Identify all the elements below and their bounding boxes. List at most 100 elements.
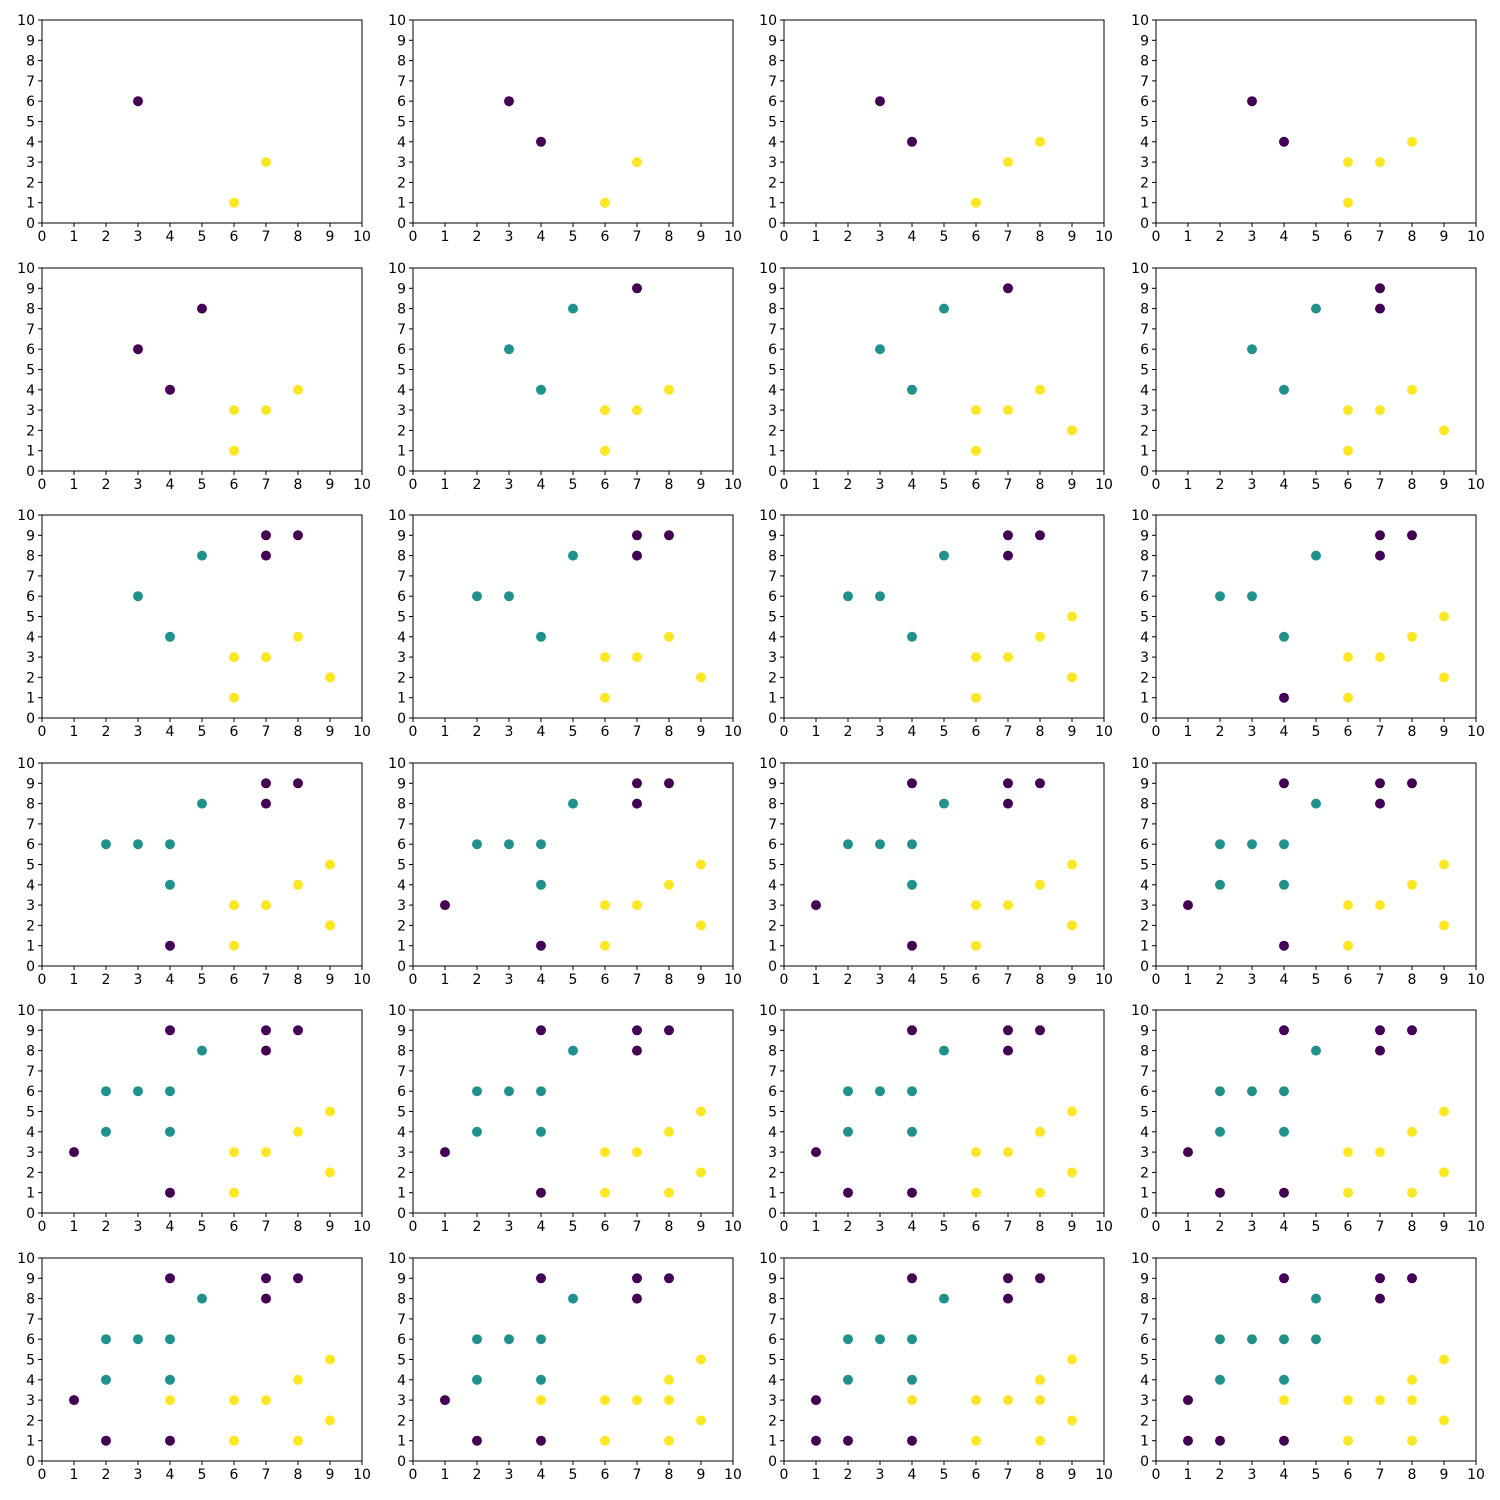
y-tick-label: 7	[768, 1064, 777, 1080]
scatter-point	[133, 1086, 143, 1097]
x-tick-label: 5	[940, 1467, 949, 1483]
scatter-point	[1375, 1273, 1385, 1284]
y-tick-label: 6	[1140, 342, 1149, 358]
x-tick-label: 0	[38, 229, 47, 245]
y-tick-label: 8	[397, 54, 406, 70]
x-tick-label: 8	[294, 724, 303, 740]
x-tick-label: 4	[166, 1467, 175, 1483]
y-tick-label: 4	[397, 383, 406, 399]
scatter-point	[1311, 1334, 1321, 1345]
y-tick-label: 0	[397, 711, 406, 727]
scatter-point	[971, 692, 981, 703]
scatter-point	[1343, 197, 1353, 208]
x-tick-label: 9	[1440, 477, 1449, 493]
y-tick-label: 4	[768, 135, 777, 151]
y-tick-label: 10	[388, 261, 406, 277]
scatter-point	[1439, 1415, 1449, 1426]
axes-frame	[1155, 762, 1477, 967]
x-tick-label: 4	[166, 477, 175, 493]
x-tick-label: 2	[102, 477, 111, 493]
scatter-point	[1067, 1415, 1077, 1426]
x-tick-label: 1	[70, 972, 79, 988]
scatter-point	[1279, 778, 1289, 789]
y-tick-label: 8	[26, 797, 35, 813]
scatter-point	[261, 1293, 271, 1304]
scatter-point	[293, 879, 303, 890]
scatter-point	[1407, 384, 1417, 395]
x-tick-label: 9	[326, 724, 335, 740]
x-tick-label: 2	[473, 229, 482, 245]
y-tick-label: 9	[26, 281, 35, 297]
y-tick-label: 1	[26, 939, 35, 955]
scatter-point	[536, 879, 546, 890]
y-tick-label: 5	[26, 115, 35, 131]
scatter-point	[1003, 778, 1013, 789]
x-tick-label: 9	[1068, 1219, 1077, 1235]
y-tick-label: 1	[768, 1186, 777, 1202]
scatter-panel-5: 00 1 1 2 2 3 3 4 4 5 5 6 6 7 7 8 8 9 9 10 10	[17, 261, 371, 493]
x-tick-label: 10	[353, 229, 371, 245]
y-tick-label: 6	[397, 589, 406, 605]
x-tick-label: 4	[537, 724, 546, 740]
scatter-panel-1: 00 1 1 2 2 3 3 4 4 5 5 6 6 7 7 8 8 9 9 10 10	[17, 13, 371, 245]
scatter-panel-9: 00 1 1 2 2 3 3 4 4 5 5 6 6 7 7 8 8 9 9 10 10	[17, 508, 371, 740]
y-tick-label: 0	[768, 216, 777, 232]
scatter-point	[1279, 1187, 1289, 1198]
scatter-point	[197, 303, 207, 314]
x-tick-label: 7	[1004, 1467, 1013, 1483]
axes-frame	[41, 514, 363, 719]
scatter-point	[632, 778, 642, 789]
y-tick-label: 3	[26, 1393, 35, 1409]
scatter-point	[1279, 384, 1289, 395]
x-tick-label: 0	[780, 229, 789, 245]
scatter-point	[907, 1395, 917, 1406]
y-tick-label: 5	[768, 115, 777, 131]
y-tick-label: 1	[1140, 196, 1149, 212]
x-tick-label: 5	[940, 229, 949, 245]
x-tick-label: 8	[665, 477, 674, 493]
x-tick-label: 0	[1152, 477, 1161, 493]
scatter-point	[600, 405, 610, 416]
scatter-point	[939, 1293, 949, 1304]
scatter-point	[907, 1334, 917, 1345]
x-tick-label: 7	[262, 724, 271, 740]
scatter-point	[1343, 1435, 1353, 1446]
axes-frame	[783, 762, 1105, 967]
scatter-point	[664, 631, 674, 642]
scatter-point	[568, 550, 578, 561]
y-tick-label: 2	[397, 175, 406, 191]
y-tick-label: 2	[768, 423, 777, 439]
y-tick-label: 2	[768, 918, 777, 934]
x-tick-label: 10	[724, 477, 742, 493]
scatter-point	[165, 1334, 175, 1345]
y-tick-label: 7	[397, 74, 406, 90]
x-tick-label: 10	[724, 972, 742, 988]
y-tick-label: 4	[768, 1125, 777, 1141]
scatter-point	[1035, 1374, 1045, 1385]
scatter-point	[1003, 798, 1013, 809]
x-tick-label: 5	[198, 724, 207, 740]
y-tick-label: 7	[1140, 569, 1149, 585]
y-tick-label: 8	[26, 54, 35, 70]
y-tick-label: 3	[768, 1145, 777, 1161]
scatter-point	[1279, 940, 1289, 951]
scatter-point	[875, 96, 885, 107]
scatter-point	[1311, 303, 1321, 314]
y-tick-label: 0	[397, 464, 406, 480]
scatter-point	[1311, 550, 1321, 561]
y-tick-label: 2	[1140, 918, 1149, 934]
x-tick-label: 4	[908, 229, 917, 245]
y-tick-label: 10	[388, 508, 406, 524]
scatter-point	[568, 1045, 578, 1056]
y-tick-label: 8	[1140, 1044, 1149, 1060]
y-tick-label: 2	[1140, 670, 1149, 686]
x-tick-label: 1	[1184, 229, 1193, 245]
y-tick-label: 0	[768, 1454, 777, 1470]
scatter-point	[165, 1086, 175, 1097]
scatter-point	[1215, 1187, 1225, 1198]
scatter-point	[536, 1086, 546, 1097]
scatter-point	[1407, 879, 1417, 890]
x-tick-label: 4	[537, 477, 546, 493]
y-tick-label: 1	[397, 444, 406, 460]
scatter-point	[1183, 1147, 1193, 1158]
